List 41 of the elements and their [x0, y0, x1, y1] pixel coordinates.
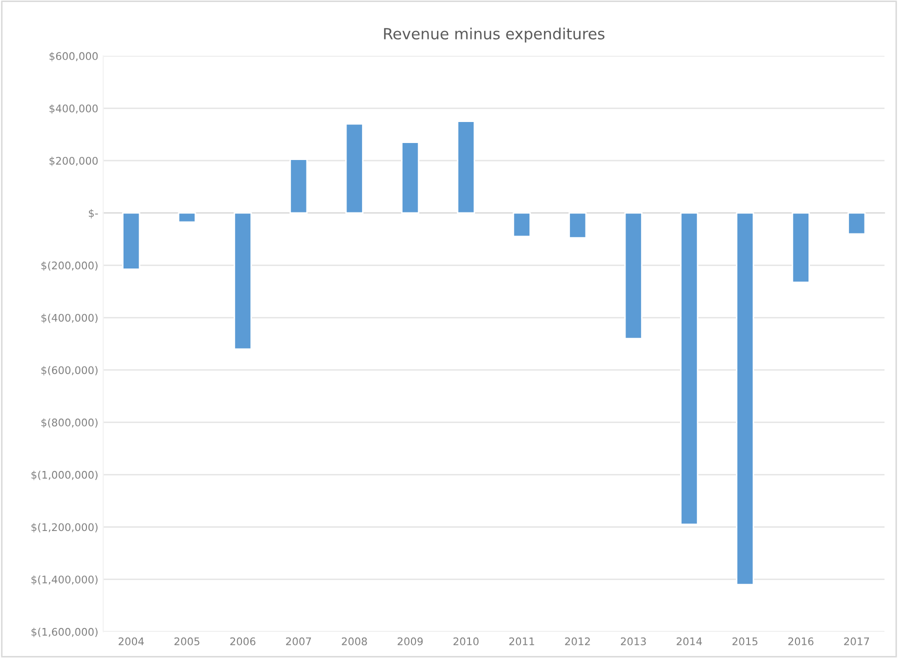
bar	[234, 212, 252, 350]
x-tick-label: 2017	[844, 637, 869, 646]
bar	[568, 212, 587, 239]
bar	[624, 212, 642, 340]
x-tick-label: 2010	[454, 637, 479, 646]
bar	[290, 158, 308, 214]
x-tick-label: 2008	[342, 637, 367, 646]
y-tick-label: $(1,600,000)	[32, 628, 98, 638]
y-tick-label: $(1,200,000)	[32, 523, 98, 532]
y-tick-label: $-	[88, 208, 98, 218]
y-tick-label: $600,000	[50, 52, 98, 62]
x-tick-label: 2007	[286, 637, 311, 646]
x-tick-label: 2005	[174, 637, 200, 646]
x-tick-label: 2013	[620, 637, 646, 646]
x-tick-label: 2016	[788, 637, 814, 646]
chart-title: Revenue minus expenditures	[384, 28, 604, 42]
bar	[736, 212, 754, 586]
y-tick-label: $(600,000)	[41, 366, 98, 376]
x-tick-label: 2012	[565, 637, 590, 646]
bar	[122, 212, 140, 270]
y-tick-label: $(400,000)	[41, 314, 98, 324]
y-tick-label: $(800,000)	[41, 418, 98, 428]
x-tick-label: 2004	[118, 637, 144, 646]
x-tick-label: 2015	[732, 637, 758, 646]
bar	[680, 212, 698, 526]
y-tick-label: $(1,400,000)	[32, 575, 98, 585]
bar	[401, 142, 420, 214]
y-tick-label: $400,000	[50, 104, 98, 114]
y-tick-label: $(1,000,000)	[32, 470, 98, 480]
bar	[456, 120, 476, 214]
y-tick-label: $(200,000)	[41, 261, 98, 271]
bar	[512, 212, 531, 238]
bar	[792, 212, 810, 283]
y-tick-label: $200,000	[50, 156, 98, 166]
x-tick-label: 2006	[230, 637, 256, 646]
bar	[345, 123, 364, 214]
x-tick-label: 2009	[398, 637, 423, 646]
bar	[178, 212, 196, 223]
x-tick-label: 2011	[509, 637, 534, 646]
x-tick-label: 2014	[676, 637, 702, 646]
bar	[848, 212, 866, 235]
